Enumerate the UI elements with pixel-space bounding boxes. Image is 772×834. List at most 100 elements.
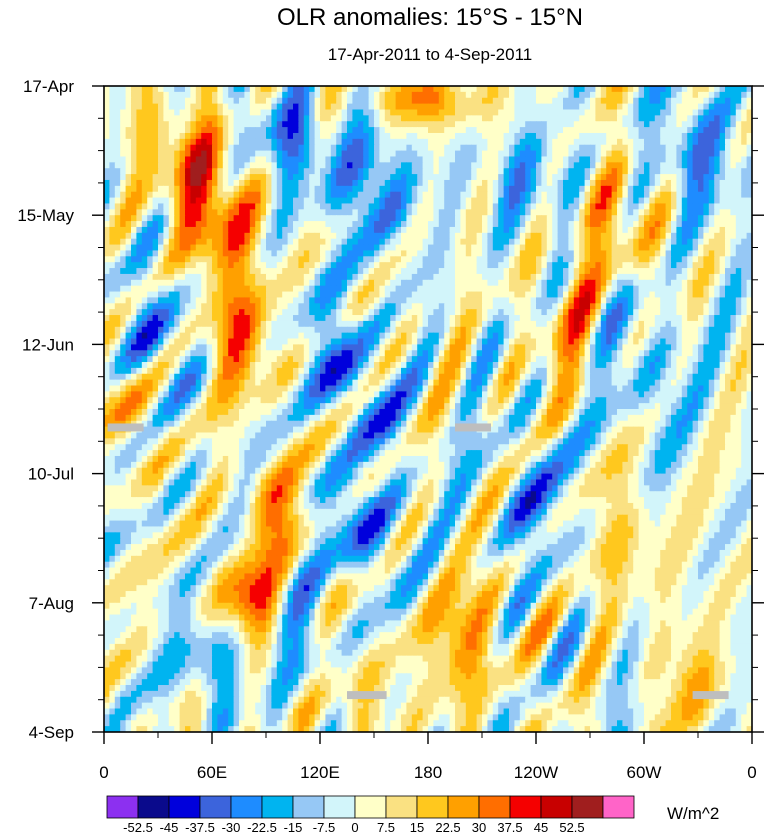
- field-cell: [282, 244, 289, 252]
- field-cell: [546, 315, 553, 322]
- field-cell: [195, 86, 202, 93]
- field-cell: [233, 162, 240, 169]
- field-cell: [536, 91, 542, 99]
- field-cell: [449, 297, 456, 304]
- field-cell: [320, 86, 326, 93]
- field-cell: [633, 256, 640, 263]
- field-cell: [249, 250, 256, 257]
- field-cell: [509, 191, 515, 199]
- field-cell: [260, 179, 267, 187]
- field-cell: [595, 285, 602, 293]
- field-cell: [525, 297, 532, 304]
- field-cell: [395, 203, 402, 210]
- field-cell: [336, 191, 343, 199]
- field-cell: [206, 279, 213, 287]
- field-cell: [158, 285, 164, 293]
- field-cell: [444, 244, 451, 252]
- field-cell: [314, 86, 321, 93]
- field-cell: [293, 127, 299, 134]
- field-cell: [368, 197, 375, 205]
- field-cell: [244, 226, 251, 234]
- field-cell: [141, 191, 148, 199]
- field-cell: [487, 150, 494, 158]
- field-cell: [222, 256, 229, 263]
- field-cell: [546, 215, 553, 222]
- field-cell: [212, 115, 218, 122]
- field-cell: [455, 273, 461, 281]
- field-cell: [363, 197, 370, 205]
- field-cell: [320, 256, 326, 263]
- field-cell: [255, 97, 262, 105]
- field-cell: [557, 121, 564, 128]
- field-cell: [557, 303, 564, 310]
- field-cell: [260, 191, 267, 199]
- field-cell: [158, 232, 164, 240]
- field-cell: [568, 156, 575, 163]
- field-cell: [244, 291, 251, 299]
- field-cell: [320, 109, 326, 116]
- field-cell: [730, 174, 737, 181]
- field-cell: [185, 315, 191, 322]
- field-cell: [174, 320, 181, 328]
- field-cell: [649, 138, 656, 146]
- field-cell: [595, 297, 602, 304]
- field-cell: [487, 279, 494, 287]
- field-cell: [374, 209, 380, 216]
- field-cell: [336, 320, 343, 328]
- field-cell: [352, 109, 359, 116]
- field-cell: [449, 121, 456, 128]
- field-cell: [168, 174, 175, 181]
- field-cell: [465, 174, 472, 181]
- field-cell: [158, 115, 164, 122]
- field-cell: [163, 97, 170, 105]
- field-cell: [735, 221, 742, 228]
- field-cell: [519, 203, 526, 210]
- field-cell: [649, 256, 656, 263]
- field-cell: [303, 297, 310, 304]
- field-cell: [260, 244, 267, 252]
- field-cell: [530, 285, 537, 293]
- field-cell: [698, 309, 704, 316]
- field-cell: [158, 226, 164, 234]
- field-cell: [730, 191, 737, 199]
- field-cell: [136, 297, 143, 304]
- field-cell: [719, 256, 726, 263]
- field-cell: [422, 226, 429, 234]
- field-cell: [509, 156, 515, 163]
- field-cell: [158, 132, 164, 140]
- field-cell: [320, 162, 326, 169]
- field-cell: [606, 273, 613, 281]
- field-cell: [233, 168, 240, 175]
- field-cell: [158, 86, 164, 93]
- field-cell: [746, 174, 752, 181]
- field-cell: [320, 127, 326, 134]
- field-cell: [735, 191, 742, 199]
- field-cell: [136, 132, 143, 140]
- field-cell: [228, 109, 235, 116]
- field-cell: [406, 309, 413, 316]
- field-cell: [390, 168, 397, 175]
- field-cell: [460, 91, 467, 99]
- field-cell: [217, 156, 224, 163]
- field-cell: [379, 250, 386, 257]
- field-cell: [514, 256, 521, 263]
- field-cell: [147, 285, 154, 293]
- field-cell: [233, 238, 240, 246]
- field-cell: [212, 91, 218, 99]
- field-cell: [244, 91, 251, 99]
- field-cell: [471, 179, 478, 187]
- field-cell: [708, 297, 715, 304]
- field-cell: [336, 221, 343, 228]
- field-cell: [465, 191, 472, 199]
- field-cell: [179, 162, 186, 169]
- field-cell: [590, 109, 596, 116]
- field-cell: [703, 268, 710, 275]
- field-cell: [179, 291, 186, 299]
- field-cell: [282, 315, 289, 322]
- field-cell: [644, 221, 650, 228]
- field-cell: [557, 209, 564, 216]
- field-cell: [249, 86, 256, 93]
- field-cell: [260, 250, 267, 257]
- field-cell: [249, 91, 256, 99]
- field-cell: [536, 121, 542, 128]
